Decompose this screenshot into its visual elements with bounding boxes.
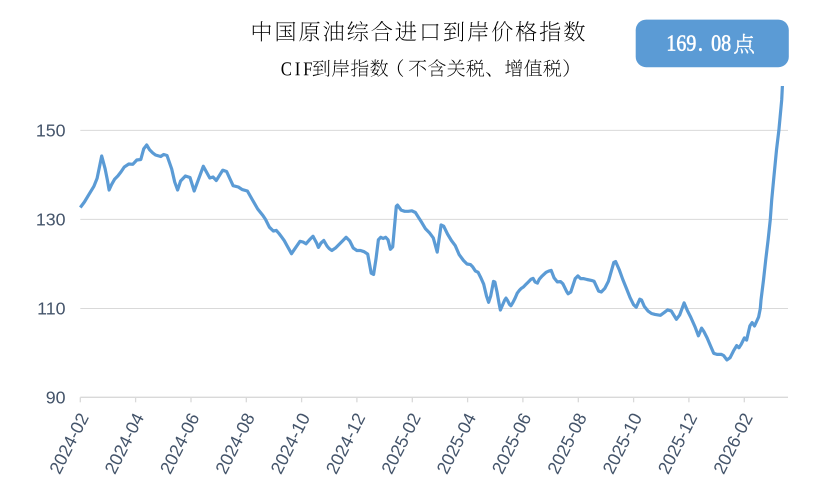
svg-text:2024-10: 2024-10 (267, 410, 314, 477)
svg-text:2024-02: 2024-02 (45, 410, 92, 477)
svg-text:110: 110 (37, 299, 65, 319)
svg-text:150: 150 (36, 121, 66, 141)
svg-text:2025-02: 2025-02 (377, 410, 424, 477)
svg-text:2024-06: 2024-06 (156, 410, 203, 477)
svg-text:90: 90 (46, 387, 66, 407)
svg-text:2025-10: 2025-10 (599, 410, 646, 477)
svg-text:2025-08: 2025-08 (543, 410, 590, 477)
svg-text:2025-04: 2025-04 (433, 410, 480, 477)
svg-text:2024-04: 2024-04 (101, 410, 148, 477)
svg-text:2026-02: 2026-02 (709, 410, 756, 477)
svg-text:2024-08: 2024-08 (211, 410, 258, 477)
svg-text:130: 130 (36, 210, 66, 230)
svg-text:2025-12: 2025-12 (654, 410, 701, 477)
svg-text:2024-12: 2024-12 (322, 410, 369, 477)
svg-text:2025-06: 2025-06 (488, 410, 535, 477)
